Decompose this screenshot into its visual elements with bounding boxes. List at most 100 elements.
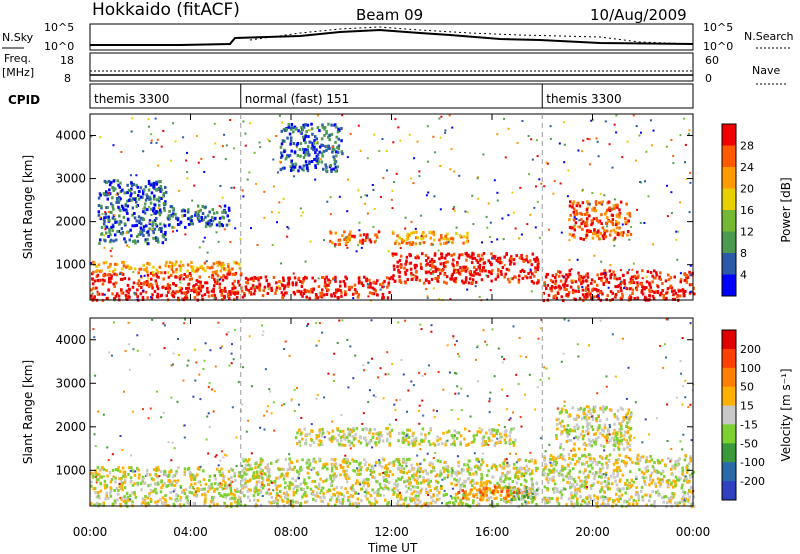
heatmap-cell [249,488,252,492]
heatmap-cell [417,494,420,498]
heatmap-cell [295,281,298,285]
heatmap-cell [328,281,331,284]
heatmap-cell [160,145,163,148]
heatmap-cell [537,278,540,282]
heatmap-cell [648,288,651,292]
heatmap-cell [303,138,306,142]
heatmap-cell [316,126,320,130]
heatmap-cell [629,232,633,236]
heatmap-cell [282,468,286,471]
heatmap-cell [268,140,271,143]
heatmap-cell [632,114,635,117]
heatmap-cell [614,275,617,278]
heatmap-cell [430,257,434,261]
heatmap-cell [438,497,441,501]
heatmap-cell [573,490,577,494]
heatmap-cell [147,188,151,192]
heatmap-cell [491,430,494,434]
heatmap-cell [147,494,151,498]
heatmap-cell [119,273,122,275]
heatmap-cell [585,460,588,464]
heatmap-cell [553,482,557,486]
heatmap-cell [599,469,602,473]
heatmap-cell [459,442,462,446]
heatmap-cell [426,295,429,298]
heatmap-cell [393,252,396,256]
heatmap-cell [520,467,524,471]
heatmap-cell [474,285,477,288]
heatmap-cell [158,199,161,203]
heatmap-cell [440,115,443,118]
heatmap-cell [400,238,404,242]
heatmap-cell [648,293,651,297]
heatmap-cell [305,166,309,170]
heatmap-cell [146,277,149,280]
heatmap-cell [296,489,299,492]
heatmap-cell [136,466,139,470]
heatmap-cell [596,140,599,143]
heatmap-cell [418,491,421,495]
heatmap-cell [601,292,604,296]
heatmap-cell [104,215,108,219]
heatmap-cell [155,180,158,184]
heatmap-cell [607,219,610,223]
heatmap-cell [601,226,605,230]
heatmap-cell [353,234,356,238]
heatmap-cell [292,142,296,145]
heatmap-cell [359,239,362,243]
heatmap-cell [186,263,190,267]
heatmap-cell [469,272,472,276]
heatmap-cell [260,460,263,464]
heatmap-cell [467,497,470,501]
heatmap-cell [520,257,524,260]
heatmap-cell [267,138,270,141]
heatmap-cell [419,489,423,493]
heatmap-cell [532,274,536,278]
heatmap-cell [502,480,506,484]
heatmap-cell [688,291,692,295]
heatmap-cell [193,482,197,486]
heatmap-cell [247,288,250,292]
heatmap-cell [92,261,96,265]
heatmap-cell [322,149,326,153]
heatmap-cell [464,269,468,273]
heatmap-cell [460,468,464,472]
heatmap-cell [109,238,113,242]
heatmap-cell [373,208,376,210]
heatmap-cell [147,233,151,237]
heatmap-cell [604,212,607,216]
heatmap-cell [348,434,352,438]
heatmap-cell [184,488,188,492]
heatmap-cell [693,292,696,296]
heatmap-cell [358,221,361,224]
heatmap-cell [148,205,150,208]
heatmap-cell [340,294,343,298]
heatmap-cell [466,211,469,214]
heatmap-cell [640,490,643,493]
heatmap-cell [329,213,332,216]
heatmap-cell [398,270,402,274]
heatmap-cell [118,477,121,481]
heatmap-cell [320,291,324,295]
heatmap-cell [525,489,528,493]
heatmap-cell [123,495,126,499]
heatmap-cell [485,431,488,435]
heatmap-cell [123,486,127,490]
heatmap-cell [627,230,630,233]
heatmap-cell [189,222,193,226]
heatmap-cell [210,222,213,226]
heatmap-cell [218,491,221,495]
heatmap-cell [524,469,527,473]
heatmap-cell [245,287,248,291]
heatmap-cell [612,270,615,274]
heatmap-cell [104,239,107,243]
heatmap-cell [496,191,499,194]
heatmap-cell [274,288,278,292]
heatmap-cell [182,503,186,507]
heatmap-cell [597,295,599,297]
heatmap-cell [226,214,229,218]
heatmap-cell [124,240,127,244]
heatmap-cell [388,470,392,473]
heatmap-cell [283,166,286,170]
heatmap-cell [557,284,561,288]
